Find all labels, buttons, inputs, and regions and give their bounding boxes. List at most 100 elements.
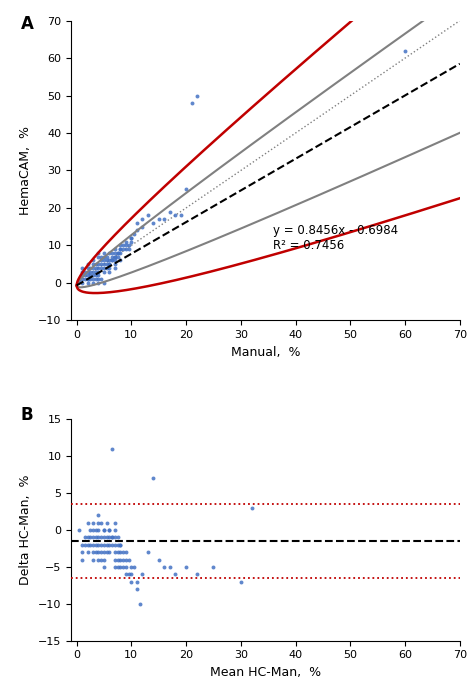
Point <box>144 210 152 221</box>
Point <box>89 546 97 557</box>
Point <box>84 258 91 269</box>
Point <box>133 218 141 229</box>
Point <box>111 251 118 262</box>
Point <box>95 263 102 274</box>
Point <box>100 255 108 266</box>
Point <box>117 562 124 573</box>
Point <box>117 244 124 255</box>
Point <box>89 266 97 277</box>
Point <box>100 524 108 535</box>
Point <box>248 502 255 513</box>
Point <box>109 255 116 266</box>
Point <box>98 546 105 557</box>
Point <box>86 274 94 285</box>
Point <box>125 240 132 251</box>
Point <box>114 247 121 258</box>
Point <box>86 539 94 551</box>
Point <box>92 263 100 274</box>
Point <box>128 569 135 580</box>
Point <box>111 263 118 274</box>
Point <box>95 278 102 289</box>
Point <box>114 251 121 262</box>
Point <box>86 532 94 543</box>
Point <box>84 270 91 281</box>
Point <box>95 546 102 557</box>
Point <box>89 517 97 528</box>
Point <box>106 258 113 269</box>
Point <box>155 554 163 565</box>
Point <box>125 244 132 255</box>
Point <box>133 576 141 587</box>
Point <box>92 274 100 285</box>
Point <box>111 251 118 262</box>
Point <box>111 517 118 528</box>
Point <box>95 539 102 551</box>
Point <box>111 546 118 557</box>
Point <box>125 569 132 580</box>
Point <box>103 517 110 528</box>
Point <box>155 214 163 225</box>
Point <box>100 258 108 269</box>
Point <box>89 255 97 266</box>
Point <box>109 539 116 551</box>
Point <box>98 251 105 262</box>
Point <box>119 244 127 255</box>
Point <box>117 539 124 551</box>
Point <box>193 90 201 101</box>
Point <box>117 255 124 266</box>
Point <box>100 266 108 277</box>
Point <box>100 562 108 573</box>
Text: B: B <box>20 406 33 424</box>
Point <box>100 532 108 543</box>
Point <box>98 517 105 528</box>
Point <box>106 524 113 535</box>
Point <box>81 266 89 277</box>
Point <box>122 240 129 251</box>
Point <box>84 546 91 557</box>
Point <box>130 229 138 240</box>
Point <box>117 546 124 557</box>
Point <box>111 554 118 565</box>
Point <box>160 562 168 573</box>
Point <box>128 232 135 243</box>
Point <box>119 240 127 251</box>
Point <box>138 569 146 580</box>
Point <box>100 546 108 557</box>
Y-axis label: HemaCAM,  %: HemaCAM, % <box>19 126 32 215</box>
Point <box>144 546 152 557</box>
Point <box>171 210 179 221</box>
Text: y = 0.8456x - 0.6984
R² = 0.7456: y = 0.8456x - 0.6984 R² = 0.7456 <box>273 225 398 252</box>
Point <box>117 240 124 251</box>
Point <box>86 524 94 535</box>
Point <box>171 569 179 580</box>
Point <box>106 546 113 557</box>
Point <box>103 263 110 274</box>
Point <box>117 244 124 255</box>
Point <box>98 258 105 269</box>
Point <box>98 263 105 274</box>
Point <box>106 258 113 269</box>
Point <box>122 244 129 255</box>
Point <box>75 524 83 535</box>
Point <box>95 510 102 521</box>
Point <box>114 539 121 551</box>
Point <box>125 554 132 565</box>
Point <box>98 255 105 266</box>
Point <box>78 546 86 557</box>
Point <box>106 255 113 266</box>
Point <box>84 517 91 528</box>
Point <box>84 278 91 289</box>
Point <box>95 524 102 535</box>
Point <box>111 524 118 535</box>
Point <box>111 539 118 551</box>
Point <box>89 263 97 274</box>
X-axis label: Mean HC-Man,  %: Mean HC-Man, % <box>210 666 321 679</box>
Point <box>114 554 121 565</box>
Point <box>119 546 127 557</box>
Point <box>89 524 97 535</box>
Point <box>95 247 102 258</box>
Point <box>114 247 121 258</box>
Point <box>98 539 105 551</box>
Point <box>193 569 201 580</box>
Point <box>149 473 157 484</box>
